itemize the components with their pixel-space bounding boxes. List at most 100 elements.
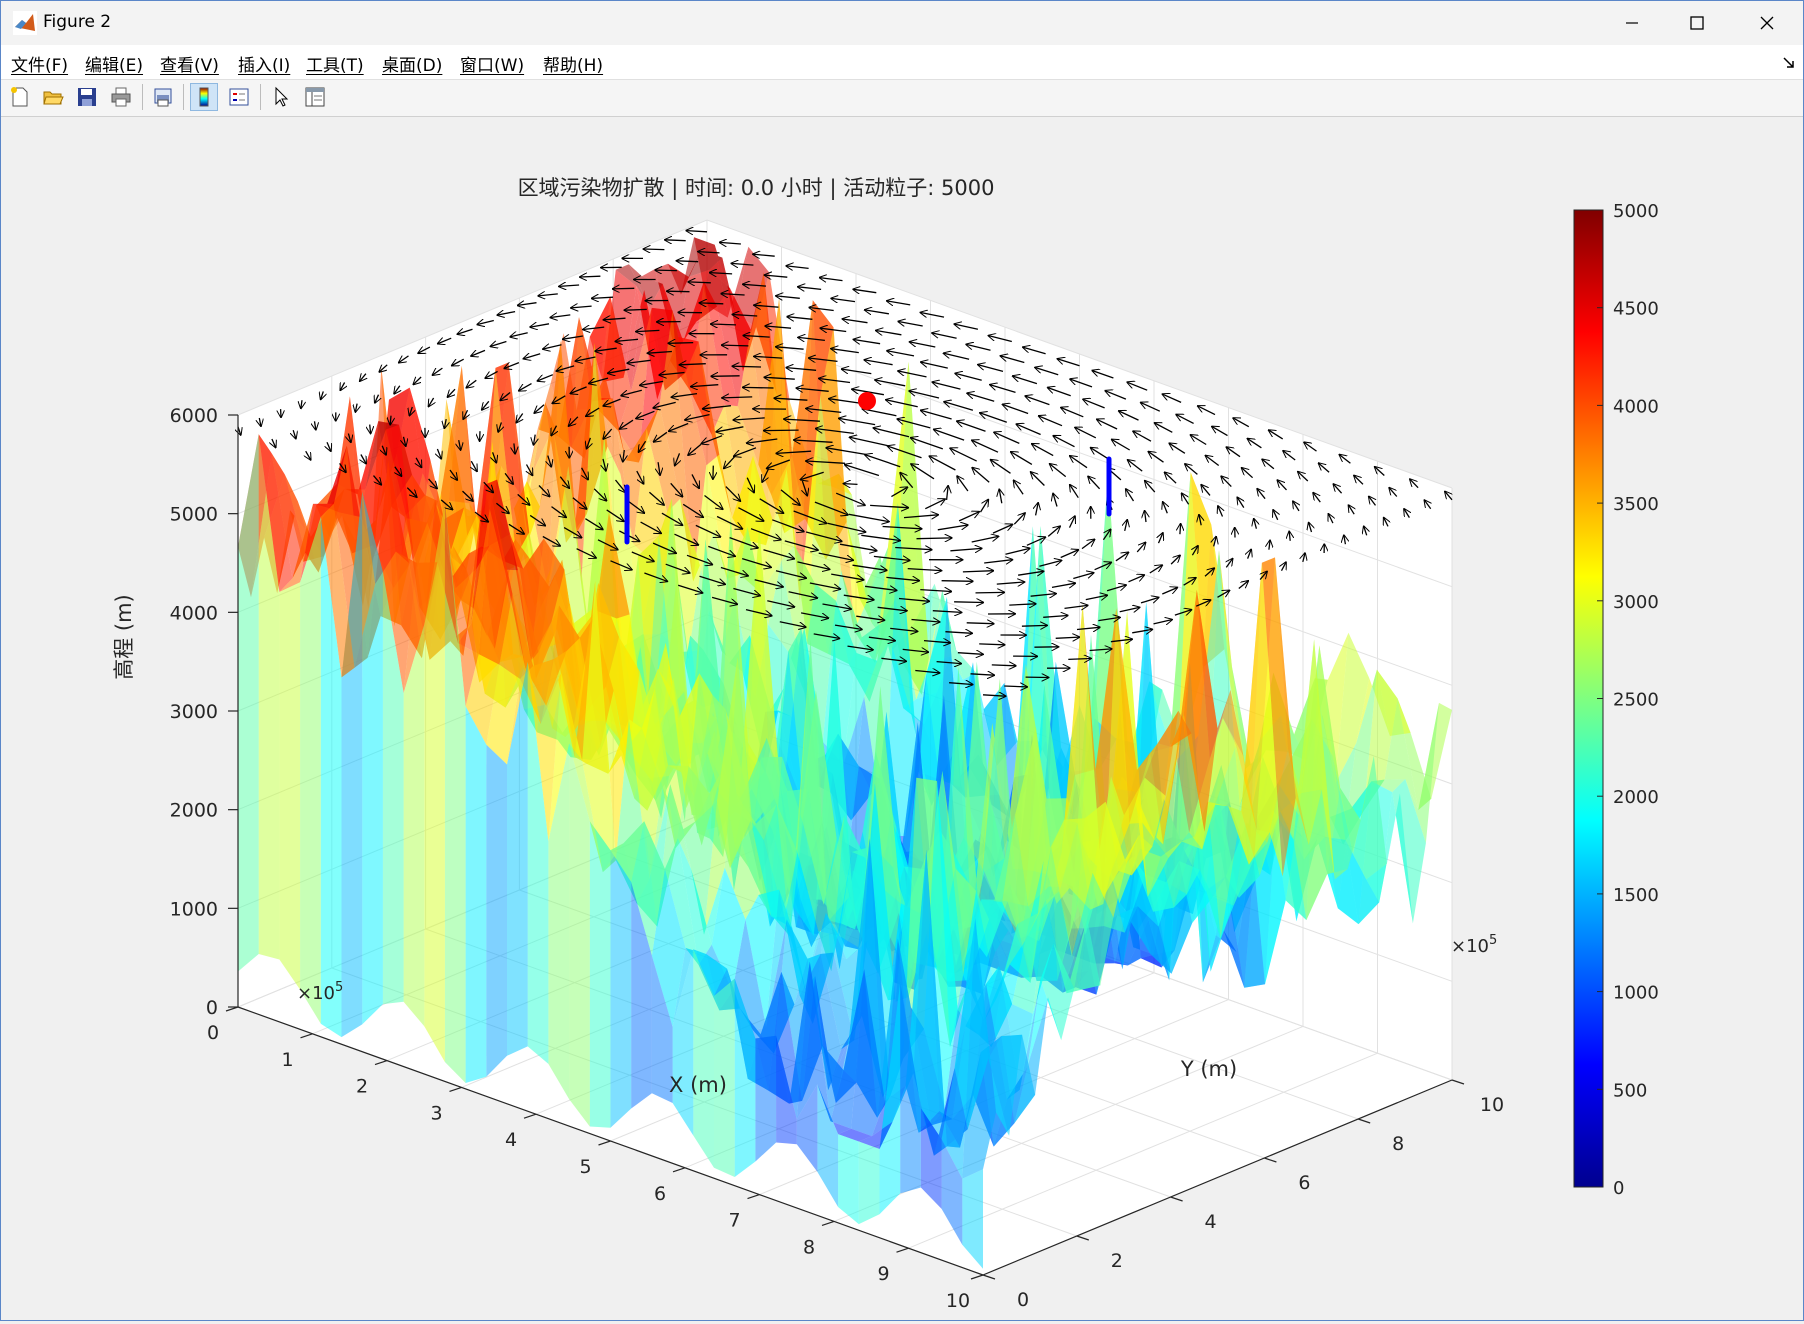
colorbar-tick-label: 1500 xyxy=(1613,885,1659,906)
wind-arrow xyxy=(668,343,693,344)
z-tick-label: 4000 xyxy=(170,602,218,624)
toggle-colorbar-icon xyxy=(193,86,215,108)
colorbar-tick-label: 3500 xyxy=(1613,494,1659,515)
wind-arrow xyxy=(743,387,774,388)
insert-legend-button[interactable] xyxy=(225,83,253,111)
plot-svg[interactable]: 区域污染物扩散 | 时间: 0.0 小时 | 活动粒子: 5000 010002… xyxy=(1,117,1803,1320)
minimize-icon xyxy=(1624,15,1640,31)
x-tick-label: 0 xyxy=(207,1022,219,1044)
close-button[interactable] xyxy=(1731,1,1803,45)
x-tick-label: 10 xyxy=(946,1290,970,1312)
edit-plot-button[interactable] xyxy=(267,83,295,111)
z-tick-label: 3000 xyxy=(170,701,218,723)
wind-arrow xyxy=(655,270,677,271)
wind-arrow xyxy=(732,366,761,367)
colorbar-tick-label: 0 xyxy=(1613,1178,1624,1199)
x-tick-mark xyxy=(524,1114,536,1118)
surface-face xyxy=(300,517,321,1024)
matlab-logo-icon xyxy=(13,11,37,35)
colorbar-tick-label: 5000 xyxy=(1613,201,1659,222)
wind-arrow xyxy=(580,276,600,277)
x-tick-label: 3 xyxy=(430,1102,442,1124)
menu-help[interactable]: 帮助(H) xyxy=(543,51,603,76)
wind-arrow xyxy=(1068,659,1091,660)
print-preview-button[interactable] xyxy=(149,83,177,111)
surface-face xyxy=(404,624,425,1026)
open-file-icon xyxy=(42,86,64,108)
menu-insert[interactable]: 插入(I) xyxy=(238,51,290,76)
x-tick-label: 9 xyxy=(877,1263,889,1285)
menu-tools[interactable]: 工具(T) xyxy=(306,51,364,76)
wind-arrow xyxy=(942,581,973,582)
wind-arrow xyxy=(1004,686,1027,687)
property-inspector-button[interactable] xyxy=(301,83,329,111)
wind-arrow xyxy=(370,425,371,434)
wind-arrow xyxy=(979,644,1004,645)
insert-colorbar-button[interactable] xyxy=(190,83,218,111)
open-file-button[interactable] xyxy=(39,83,67,111)
menu-edit[interactable]: 编辑(E) xyxy=(85,51,143,76)
surface-face xyxy=(859,1142,880,1225)
dock-arrow-icon[interactable] xyxy=(1781,55,1797,71)
print-preview-icon xyxy=(152,86,174,108)
x-axis-label: X (m) xyxy=(669,1073,727,1097)
print-button[interactable] xyxy=(107,83,135,111)
surface-face xyxy=(486,745,507,1077)
menu-bar: 文件(F) 编辑(E) 查看(V) 插入(I) 工具(T) 桌面(D) 窗口(W… xyxy=(1,45,1803,80)
y-tick-label: 10 xyxy=(1480,1094,1504,1116)
insert-legend-icon xyxy=(228,86,250,108)
new-figure-button[interactable] xyxy=(6,83,34,111)
wind-arrow xyxy=(1022,625,1047,626)
wind-arrow xyxy=(644,249,665,250)
menu-desktop[interactable]: 桌面(D) xyxy=(382,51,442,76)
x-tick-label: 6 xyxy=(654,1183,666,1205)
wind-arrow xyxy=(844,484,858,485)
pollution-source-marker[interactable] xyxy=(858,392,876,410)
figure-toolbar xyxy=(1,80,1803,117)
y-tick-label: 6 xyxy=(1298,1172,1310,1194)
menu-view[interactable]: 查看(V) xyxy=(160,51,219,76)
colorbar-tick-label: 2500 xyxy=(1613,690,1659,711)
colorbar-tick-label: 500 xyxy=(1613,1080,1647,1101)
wind-arrow xyxy=(954,602,983,603)
toolbar-separator xyxy=(183,84,184,110)
y-tick-mark xyxy=(1264,1158,1276,1162)
colorbar-tick-label: 2000 xyxy=(1613,787,1659,808)
surface-face xyxy=(590,821,611,1127)
menu-file[interactable]: 文件(F) xyxy=(11,51,68,76)
minimize-button[interactable] xyxy=(1596,1,1668,45)
menu-window[interactable]: 窗口(W) xyxy=(460,51,524,76)
colorbar-tick-label: 1000 xyxy=(1613,983,1659,1004)
maximize-button[interactable] xyxy=(1661,1,1733,45)
y-axis-multiplier: ×105 xyxy=(1451,933,1497,957)
new-figure-icon xyxy=(9,86,31,108)
wind-arrow xyxy=(992,665,1016,666)
wind-arrow xyxy=(665,240,686,241)
z-tick-label: 2000 xyxy=(170,800,218,822)
y-axis-label: Y (m) xyxy=(1180,1057,1237,1081)
wind-arrow xyxy=(700,303,724,304)
print-icon xyxy=(110,86,132,108)
toolbar-separator xyxy=(260,84,261,110)
y-tick-mark xyxy=(1358,1119,1370,1123)
x-tick-mark xyxy=(673,1168,685,1172)
x-tick-label: 1 xyxy=(281,1049,293,1071)
x-tick-label: 4 xyxy=(505,1129,517,1151)
save-button[interactable] xyxy=(73,83,101,111)
colorbar-tick-label: 4000 xyxy=(1613,396,1659,417)
x-tick-mark xyxy=(301,1034,313,1038)
window-title: Figure 2 xyxy=(43,12,111,32)
y-tick-mark xyxy=(983,1275,995,1279)
close-icon xyxy=(1759,15,1775,31)
colorbar-tick-label: 3000 xyxy=(1613,592,1659,613)
z-tick-label: 1000 xyxy=(170,898,218,920)
colorbar-tick-label: 4500 xyxy=(1613,299,1659,320)
wind-arrow xyxy=(722,345,749,346)
z-tick-label: 6000 xyxy=(170,405,218,427)
title-bar[interactable]: Figure 2 xyxy=(1,1,1803,45)
y-tick-mark xyxy=(1452,1080,1464,1084)
x-tick-label: 2 xyxy=(356,1076,368,1098)
wind-arrow xyxy=(613,288,635,289)
save-icon xyxy=(76,86,98,108)
